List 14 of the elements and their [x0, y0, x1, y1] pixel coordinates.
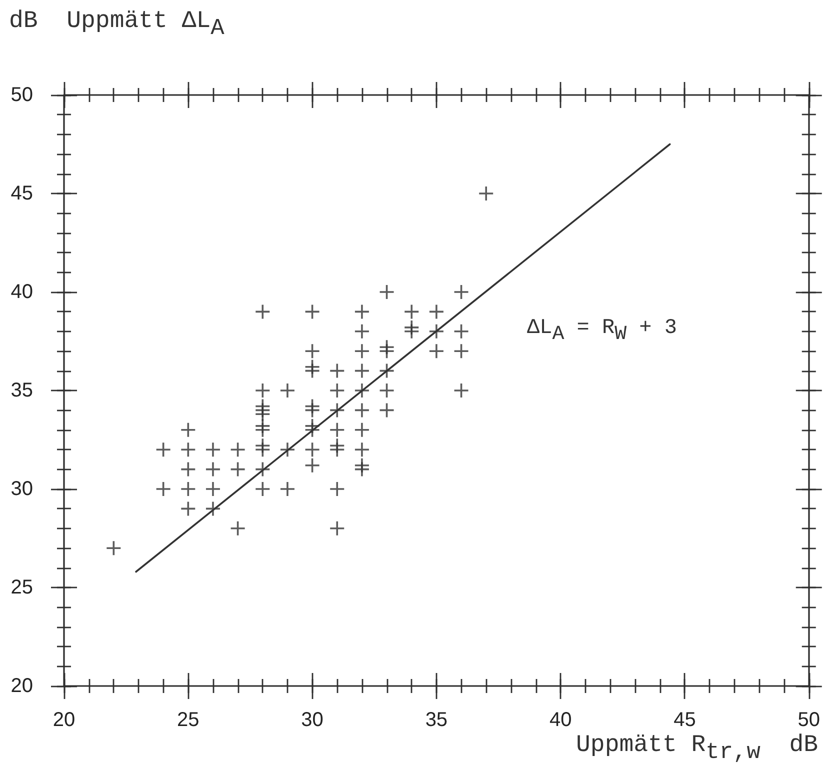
y-tick-label: 20	[10, 675, 33, 697]
x-tick-label: 45	[674, 709, 696, 731]
y-tick-label: 45	[10, 182, 33, 204]
x-tick-label: 50	[798, 709, 820, 731]
y-tick-label: 25	[10, 576, 33, 598]
y-tick-label: 35	[10, 380, 33, 402]
y-tick-label: 30	[10, 478, 33, 500]
x-tick-label: 25	[177, 709, 200, 731]
x-tick-label: 30	[301, 709, 324, 731]
x-tick-label: 35	[425, 709, 448, 731]
x-tick-label: 20	[52, 709, 76, 731]
y-tick-label: 40	[10, 281, 33, 303]
y-tick-label: 50	[10, 84, 33, 106]
x-tick-label: 40	[549, 709, 572, 731]
